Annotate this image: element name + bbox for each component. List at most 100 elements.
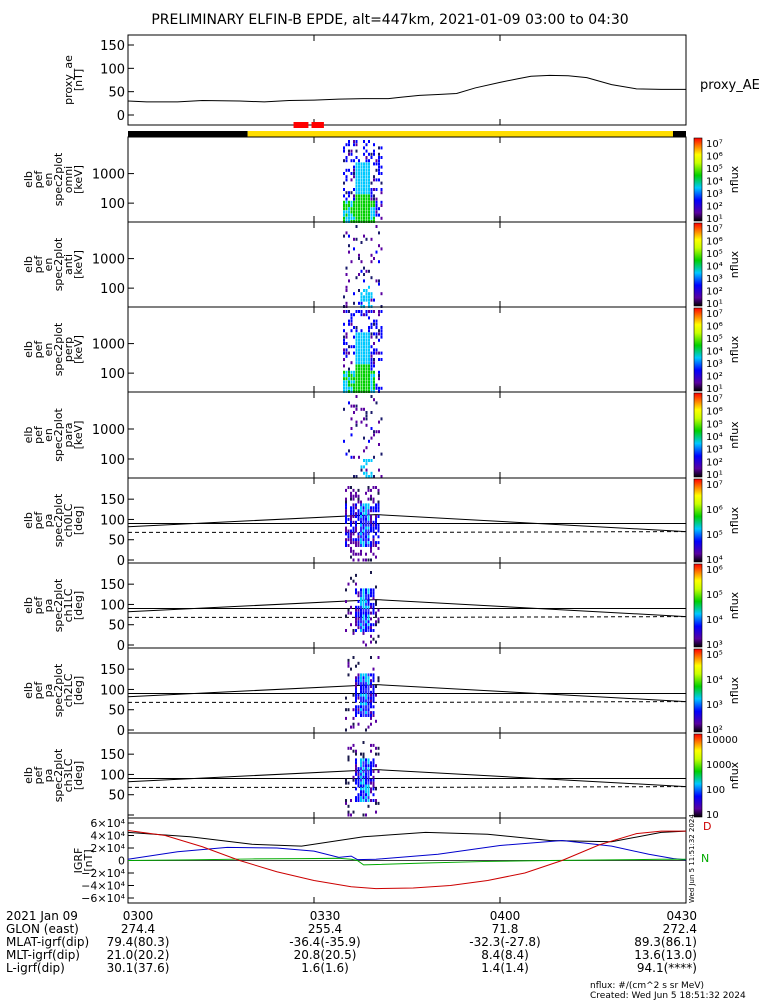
spectrogram-cell (355, 620, 357, 624)
spectrogram-cell (352, 775, 355, 779)
spectrogram-cell (353, 237, 355, 241)
spectrogram-cell (360, 420, 363, 424)
ylabel-line: pef (32, 255, 45, 274)
spectrogram-cell (363, 213, 365, 217)
spectrogram-cell (360, 241, 363, 244)
colorbar-tick-label: 10⁷ (706, 224, 723, 235)
spectrogram-cell (377, 509, 380, 513)
colorbar-label: nflux (728, 335, 741, 363)
spectrogram-cell (357, 594, 360, 598)
spectrogram-cell (345, 515, 347, 518)
status-segment (247, 131, 673, 137)
spectrogram-cell (373, 213, 375, 217)
spectrogram-cell (352, 708, 355, 712)
spectrogram-cell (355, 380, 358, 384)
ylabel-line: ch0LC (62, 503, 75, 537)
spectrogram-cell (363, 471, 365, 475)
spectrogram-cell (365, 532, 367, 536)
spectrogram-cell (348, 168, 350, 172)
spectrogram-cell (380, 156, 383, 159)
spectrogram-cell (345, 175, 348, 179)
spectrogram-cell (370, 529, 372, 533)
panel-frame (127, 391, 687, 479)
spectrogram-cell (355, 407, 358, 411)
spectrogram-cell (355, 175, 358, 179)
spectrogram-cell (345, 285, 348, 289)
spectrogram-cell (355, 172, 358, 175)
spectrogram-cell (362, 711, 365, 715)
y-tick-label: 150 (100, 748, 125, 763)
spectrogram-cell (345, 377, 348, 381)
ylabel-line: [nT] (72, 69, 85, 91)
spectrogram-cell (365, 370, 368, 374)
spectrogram-cell (343, 370, 345, 374)
y-tick-label: 0 (117, 639, 125, 654)
spectrogram-cell (355, 685, 357, 688)
spectrogram-cell (355, 591, 357, 595)
spectrogram-cell (370, 374, 373, 377)
spectrogram-cell (362, 588, 365, 592)
spectrogram-cell (365, 728, 367, 732)
spectrogram-cell (343, 213, 345, 217)
spectrogram-cell (360, 210, 363, 214)
spectrogram-cell (348, 367, 350, 371)
spectrogram-cell (357, 614, 360, 618)
spectrogram-cell (360, 594, 362, 598)
spectrogram-cell (363, 377, 365, 381)
spectrogram-cell (355, 617, 357, 621)
spectrogram-cell (345, 781, 347, 785)
spectrogram-cell (372, 591, 375, 595)
spectrogram-cell (362, 778, 365, 782)
spectrogram-cell (362, 758, 365, 762)
spectrogram-cell (367, 687, 370, 691)
spectrogram-cell (362, 520, 365, 524)
spectrogram-cell (358, 159, 360, 163)
spectrogram-cell (372, 611, 375, 615)
spectrogram-cell (365, 348, 368, 352)
spectrogram-cell (365, 605, 367, 609)
spectrogram-cell (357, 705, 360, 709)
spectrogram-cell (355, 345, 358, 349)
ylabel-line: spec2plot (52, 748, 65, 802)
spectrogram-cell (380, 216, 383, 220)
spectrogram-cell (370, 761, 372, 765)
spectrogram-cell (360, 597, 362, 601)
spectrogram-cell (378, 231, 380, 235)
spectrogram-cell (362, 772, 365, 776)
spectrogram-cell (370, 292, 373, 296)
spectrogram-cell (367, 591, 370, 595)
spectrogram-cell (375, 383, 378, 387)
igrf-series-line (127, 830, 686, 890)
spectrogram-cell (345, 370, 348, 374)
spectrogram-cell (345, 200, 348, 204)
colorbar-tick-label: 10² (706, 457, 723, 468)
spectrogram-cell (357, 623, 360, 627)
colorbar-tick-label: 10⁴ (706, 555, 723, 566)
spectrogram-cell (355, 772, 357, 776)
spectrogram-cell (368, 298, 370, 302)
spectrogram-cell (370, 541, 372, 545)
spectrogram-cell (350, 361, 353, 365)
spectrogram-cell (370, 640, 372, 644)
spectrogram-cell (362, 515, 365, 518)
spectrogram-cell (345, 159, 348, 163)
spectrogram-cell (373, 319, 375, 323)
spectrogram-cell (367, 725, 370, 729)
orbit-row-value: 274.4 (121, 922, 155, 936)
spectrogram-cell (365, 623, 367, 627)
spectrogram-cell (352, 693, 355, 697)
spectrogram-cell (357, 509, 360, 513)
spectrogram-cells (343, 140, 383, 223)
spectrogram-cell (368, 345, 370, 349)
spectrogram-cell (345, 708, 347, 712)
spectrogram-cell (343, 207, 345, 211)
spectrogram-cell (375, 526, 377, 530)
spectrogram-cell (345, 231, 348, 235)
spectrogram-cell (360, 468, 363, 472)
spectrogram-cell (343, 380, 345, 384)
spectrogram-cell (353, 140, 355, 143)
spectrogram-cell (350, 746, 352, 750)
spectrogram-cell (365, 796, 367, 800)
spectrogram-cell (365, 558, 367, 562)
